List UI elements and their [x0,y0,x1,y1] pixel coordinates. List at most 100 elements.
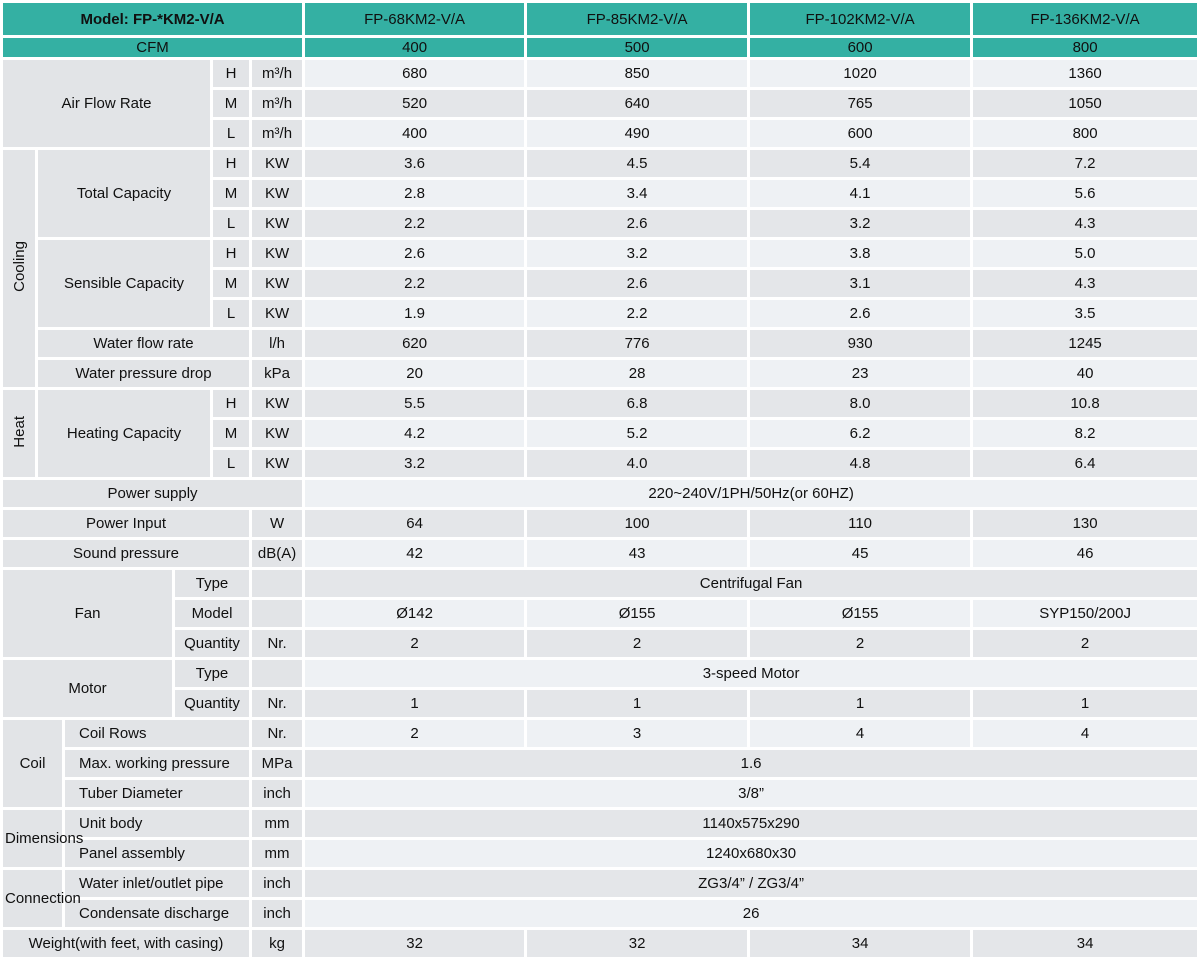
sub-label: Unit body [65,810,249,837]
value-cell: 3.6 [305,150,525,177]
value-cell-text: SYP150/200J [1039,605,1131,622]
unit-label [252,570,303,597]
value-cell-text: 110 [848,515,873,532]
speed-label-text: M [224,275,238,292]
value-cell-text: 5.0 [1074,245,1096,262]
value-cell: 4 [750,720,971,747]
value-cell-text: 7.2 [1074,155,1096,172]
sub-label: Condensate discharge [65,900,249,927]
value-cell-text: 4.3 [1074,215,1096,232]
value-cell-text: 1360 [1068,65,1102,82]
unit-label-text: KW [264,215,290,232]
value-cell-text: 4.8 [849,455,871,472]
table-row: M KW 4.2 5.2 6.2 8.2 [3,420,1198,447]
value-cell: 6.4 [973,450,1198,477]
unit-label-text: KW [264,185,290,202]
value-cell: 776 [527,330,748,357]
cfm-label-text: CFM [136,39,169,56]
value-cell-text: 2.6 [849,305,871,322]
unit-label: m³/h [252,120,303,147]
model-title: Model: FP-*KM2-V/A [3,3,303,35]
speed-label: H [213,150,249,177]
value-cell-text: 6.2 [849,425,871,442]
unit-label: W [252,510,303,537]
speed-label-text: H [225,245,237,262]
cfm-value: 600 [750,38,971,57]
value-cell-text: 2 [632,635,642,652]
value-cell-text: 4.1 [849,185,871,202]
row-label: Water flow rate [38,330,249,357]
value-cell-text: 5.5 [404,395,425,412]
speed-label: M [213,420,249,447]
value-cell: 10.8 [973,390,1198,417]
value-cell-text: 1240x680x30 [706,845,797,862]
value-cell: 110 [750,510,971,537]
value-cell-text: 1 [632,695,642,712]
value-cell: 3.2 [750,210,971,237]
value-cell: 4.5 [527,150,748,177]
value-cell: 3.1 [750,270,971,297]
value-cell-text: 4.0 [626,455,648,472]
value-cell: 64 [305,510,525,537]
value-cell: 42 [305,540,525,567]
value-cell-text: 2.6 [404,245,425,262]
value-cell-text: 28 [628,365,646,382]
value-cell: 1240x680x30 [305,840,1198,867]
value-cell: 490 [527,120,748,147]
unit-label: KW [252,270,303,297]
value-cell-text: 1245 [1068,335,1102,352]
sub-label: Max. working pressure [65,750,249,777]
unit-label-text: inch [263,875,291,892]
value-cell: 3.2 [527,240,748,267]
table-row: Quantity Nr. 1 1 1 1 [3,690,1198,717]
unit-label: mm [252,810,303,837]
value-cell-text: 640 [624,95,650,112]
model-header-text: FP-85KM2-V/A [586,10,688,28]
value-cell-text: 400 [402,125,428,142]
value-cell-text: 34 [1076,935,1094,952]
value-cell-text: 6.8 [626,395,648,412]
value-cell-text: 42 [406,545,423,562]
value-cell-text: 1020 [843,65,877,82]
section-label: Connection [3,870,81,927]
value-cell: 4 [973,720,1198,747]
value-cell: 1050 [973,90,1198,117]
value-cell: 1.9 [305,300,525,327]
value-cell-text: 32 [628,935,646,952]
value-cell: 930 [750,330,971,357]
value-cell: 400 [305,120,525,147]
sub-label: Model [175,600,249,627]
value-cell-text: Ø155 [618,605,656,622]
value-cell: 34 [973,930,1198,957]
value-cell: 1 [973,690,1198,717]
value-cell-text: 5.4 [849,155,871,172]
value-cell-text: 2 [1080,635,1090,652]
cfm-value: 400 [305,38,525,57]
unit-label [252,600,303,627]
value-cell: 5.5 [305,390,525,417]
unit-label-text: m³/h [262,125,293,142]
sub-label-text: Condensate discharge [79,905,230,922]
section-label-text: Motor [68,680,107,697]
speed-label-text: L [226,305,236,322]
sub-label-text: Quantity [184,635,240,652]
value-cell-text: 5.2 [626,425,648,442]
section-label: Heat [3,390,35,477]
value-cell-text: 3.1 [849,275,871,292]
unit-label-text: KW [264,425,290,442]
value-cell-text: 680 [402,65,428,82]
value-cell: 4.1 [750,180,971,207]
value-cell: Ø142 [305,600,525,627]
value-cell: 620 [305,330,525,357]
table-row: Model: FP-*KM2-V/A FP-68KM2-V/A FP-85KM2-V… [3,3,1198,35]
value-cell-text: 490 [624,125,650,142]
cfm-value-text: 800 [1072,39,1098,56]
value-cell: 220~240V/1PH/50Hz(or 60HZ) [305,480,1198,507]
sub-label: Water inlet/outlet pipe [65,870,249,897]
table-row: Max. working pressure MPa 1.6 [3,750,1198,777]
value-cell: 23 [750,360,971,387]
value-cell: 2.2 [305,270,525,297]
value-cell: 4.3 [973,210,1198,237]
